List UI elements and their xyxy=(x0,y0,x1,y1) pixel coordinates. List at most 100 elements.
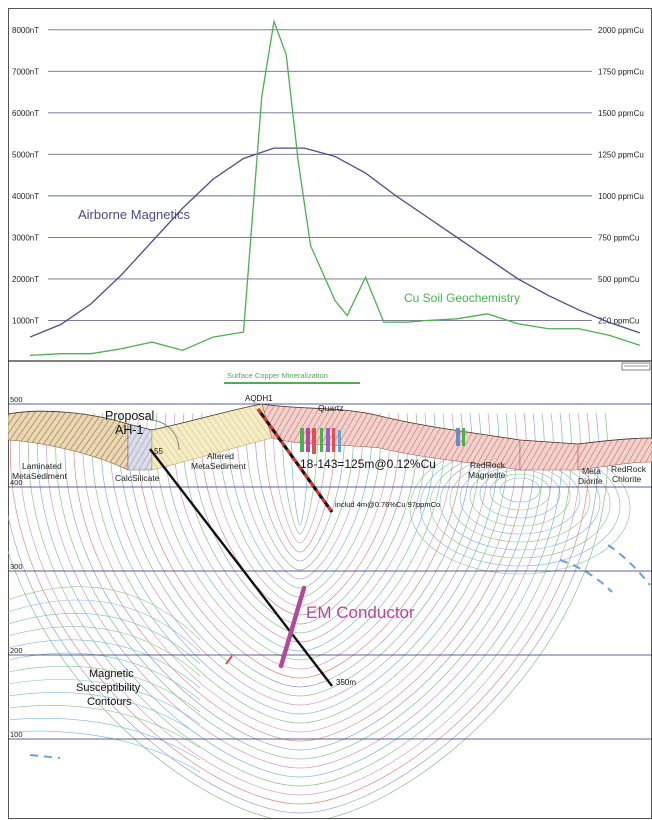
topographic-surface xyxy=(8,403,652,445)
altered-metasediment-label: MetaSediment xyxy=(191,461,246,471)
contours-label-line3: Contours xyxy=(87,696,132,708)
elevation-gridlines xyxy=(8,403,652,740)
include-intercept-label: includ 4m@0.76%Cu 97ppmCo xyxy=(335,500,440,509)
calcsilicate-label: CalcSilicate xyxy=(115,473,160,483)
proposal-hole-name: AH-1 xyxy=(115,423,144,437)
magnetic-susceptibility-contours xyxy=(8,412,631,818)
left-tick-label: 7000nT xyxy=(12,67,39,76)
elevation-label-200: 200 xyxy=(10,646,23,655)
chart-gridlines xyxy=(48,29,592,321)
susceptibility-contour xyxy=(273,412,327,544)
susceptibility-contour xyxy=(28,412,572,787)
susceptibility-contour xyxy=(489,473,551,511)
susceptibility-contour xyxy=(137,412,463,679)
susceptibility-contour xyxy=(8,412,608,818)
laminated-metasediment-label: MetaSediment xyxy=(12,471,67,481)
susceptibility-contour xyxy=(8,705,201,749)
sample-bars xyxy=(300,428,465,454)
susceptibility-contour xyxy=(46,412,554,769)
redrock-magnetite-label-1: RedRock xyxy=(470,460,506,470)
susceptibility-contour xyxy=(8,586,201,641)
susceptibility-contour xyxy=(118,412,482,697)
em-conductor-plate xyxy=(278,585,307,669)
susceptibility-contour xyxy=(8,613,201,665)
end-depth-label: 350m xyxy=(336,678,356,687)
susceptibility-contour xyxy=(499,477,541,503)
left-axis-ticks: 1000nT 2000nT 3000nT 4000nT 5000nT 6000nT 7000… xyxy=(12,26,39,326)
susceptibility-contour xyxy=(164,412,436,652)
susceptibility-contour xyxy=(254,412,346,562)
meta-label: Meta xyxy=(582,466,601,476)
cu-soil-geochemistry-line xyxy=(29,18,641,357)
scale-logo-box xyxy=(621,362,651,371)
proposal-ah1-hole xyxy=(149,448,333,687)
susceptibility-contour xyxy=(8,626,201,677)
altered-label: Altered xyxy=(207,451,234,461)
contours-label-line2: Susceptibility xyxy=(76,682,141,694)
right-tick-label: 2000 ppmCu xyxy=(598,26,644,35)
susceptibility-contour xyxy=(155,412,445,661)
redrock-chlorite-label-1: RedRock xyxy=(611,464,647,474)
susceptibility-contour xyxy=(200,412,400,616)
susceptibility-contour xyxy=(8,730,201,773)
susceptibility-contour xyxy=(8,639,201,689)
right-tick-label: 250 ppmCu xyxy=(598,316,639,325)
susceptibility-contour xyxy=(19,412,581,796)
susceptibility-contour xyxy=(182,412,418,634)
left-tick-label: 2000nT xyxy=(12,275,39,284)
proposal-label: Proposal xyxy=(105,409,154,423)
susceptibility-contour xyxy=(128,412,472,688)
quartz-label: Quartz xyxy=(318,403,344,413)
susceptibility-contour xyxy=(236,412,364,580)
susceptibility-contour xyxy=(37,412,563,778)
susceptibility-contour xyxy=(245,412,355,571)
surface-geology xyxy=(8,403,652,471)
right-tick-label: 500 ppmCu xyxy=(598,275,639,284)
susceptibility-contour xyxy=(227,412,373,589)
left-tick-label: 1000nT xyxy=(12,316,39,325)
left-tick-label: 5000nT xyxy=(12,150,39,159)
susceptibility-contour xyxy=(173,412,427,643)
diorite-label: Diorite xyxy=(578,476,603,486)
susceptibility-contour xyxy=(109,412,491,706)
right-tick-label: 1750 ppmCu xyxy=(598,67,644,76)
dashed-contour-fragments xyxy=(29,544,651,759)
susceptibility-contour xyxy=(64,412,536,751)
right-axis-ticks: 250 ppmCu 500 ppmCu 750 ppmCu 1000 ppmCu 125… xyxy=(598,26,644,326)
elevation-label-300: 300 xyxy=(10,562,23,571)
airborne-magnetics-line xyxy=(29,147,641,338)
susceptibility-contour xyxy=(291,412,309,526)
right-tick-label: 1500 ppmCu xyxy=(598,109,644,118)
elevation-label-500: 500 xyxy=(10,395,23,404)
susceptibility-contour xyxy=(282,412,318,535)
susceptibility-contour xyxy=(8,718,201,761)
susceptibility-contour xyxy=(8,692,201,737)
elevation-label-100: 100 xyxy=(10,730,23,739)
susceptibility-contour xyxy=(146,412,454,670)
dip-arc xyxy=(149,419,180,451)
susceptibility-contour xyxy=(191,412,409,625)
susceptibility-contour xyxy=(73,412,527,742)
elevation-label-400: 400 xyxy=(10,478,23,487)
left-tick-label: 3000nT xyxy=(12,233,39,242)
susceptibility-contour xyxy=(55,412,545,760)
meta-diorite-unit xyxy=(519,439,579,471)
surface-mineralization-label: Surface Copper Mineralization xyxy=(227,371,328,380)
em-conductor-label: EM Conductor xyxy=(306,603,415,622)
contours-label-line1: Magnetic xyxy=(89,668,134,680)
cu-soil-label: Cu Soil Geochemistry xyxy=(404,291,520,305)
aqdh1-assay-intervals xyxy=(256,408,334,513)
susceptibility-contour xyxy=(8,665,201,713)
susceptibility-contour xyxy=(8,412,599,814)
right-tick-label: 1000 ppmCu xyxy=(598,192,644,201)
susceptibility-contour xyxy=(263,412,337,553)
right-tick-label: 1250 ppmCu xyxy=(598,150,644,159)
susceptibility-contour xyxy=(8,679,201,725)
dip-angle-label: 55 xyxy=(154,447,163,456)
right-tick-label: 750 ppmCu xyxy=(598,233,639,242)
profile-chart: 1000nT 2000nT 3000nT 4000nT 5000nT 6000nT 7000… xyxy=(12,18,644,357)
susceptibility-contour xyxy=(8,599,201,653)
laminated-label: Laminated xyxy=(22,461,62,471)
left-tick-label: 6000nT xyxy=(12,109,39,118)
